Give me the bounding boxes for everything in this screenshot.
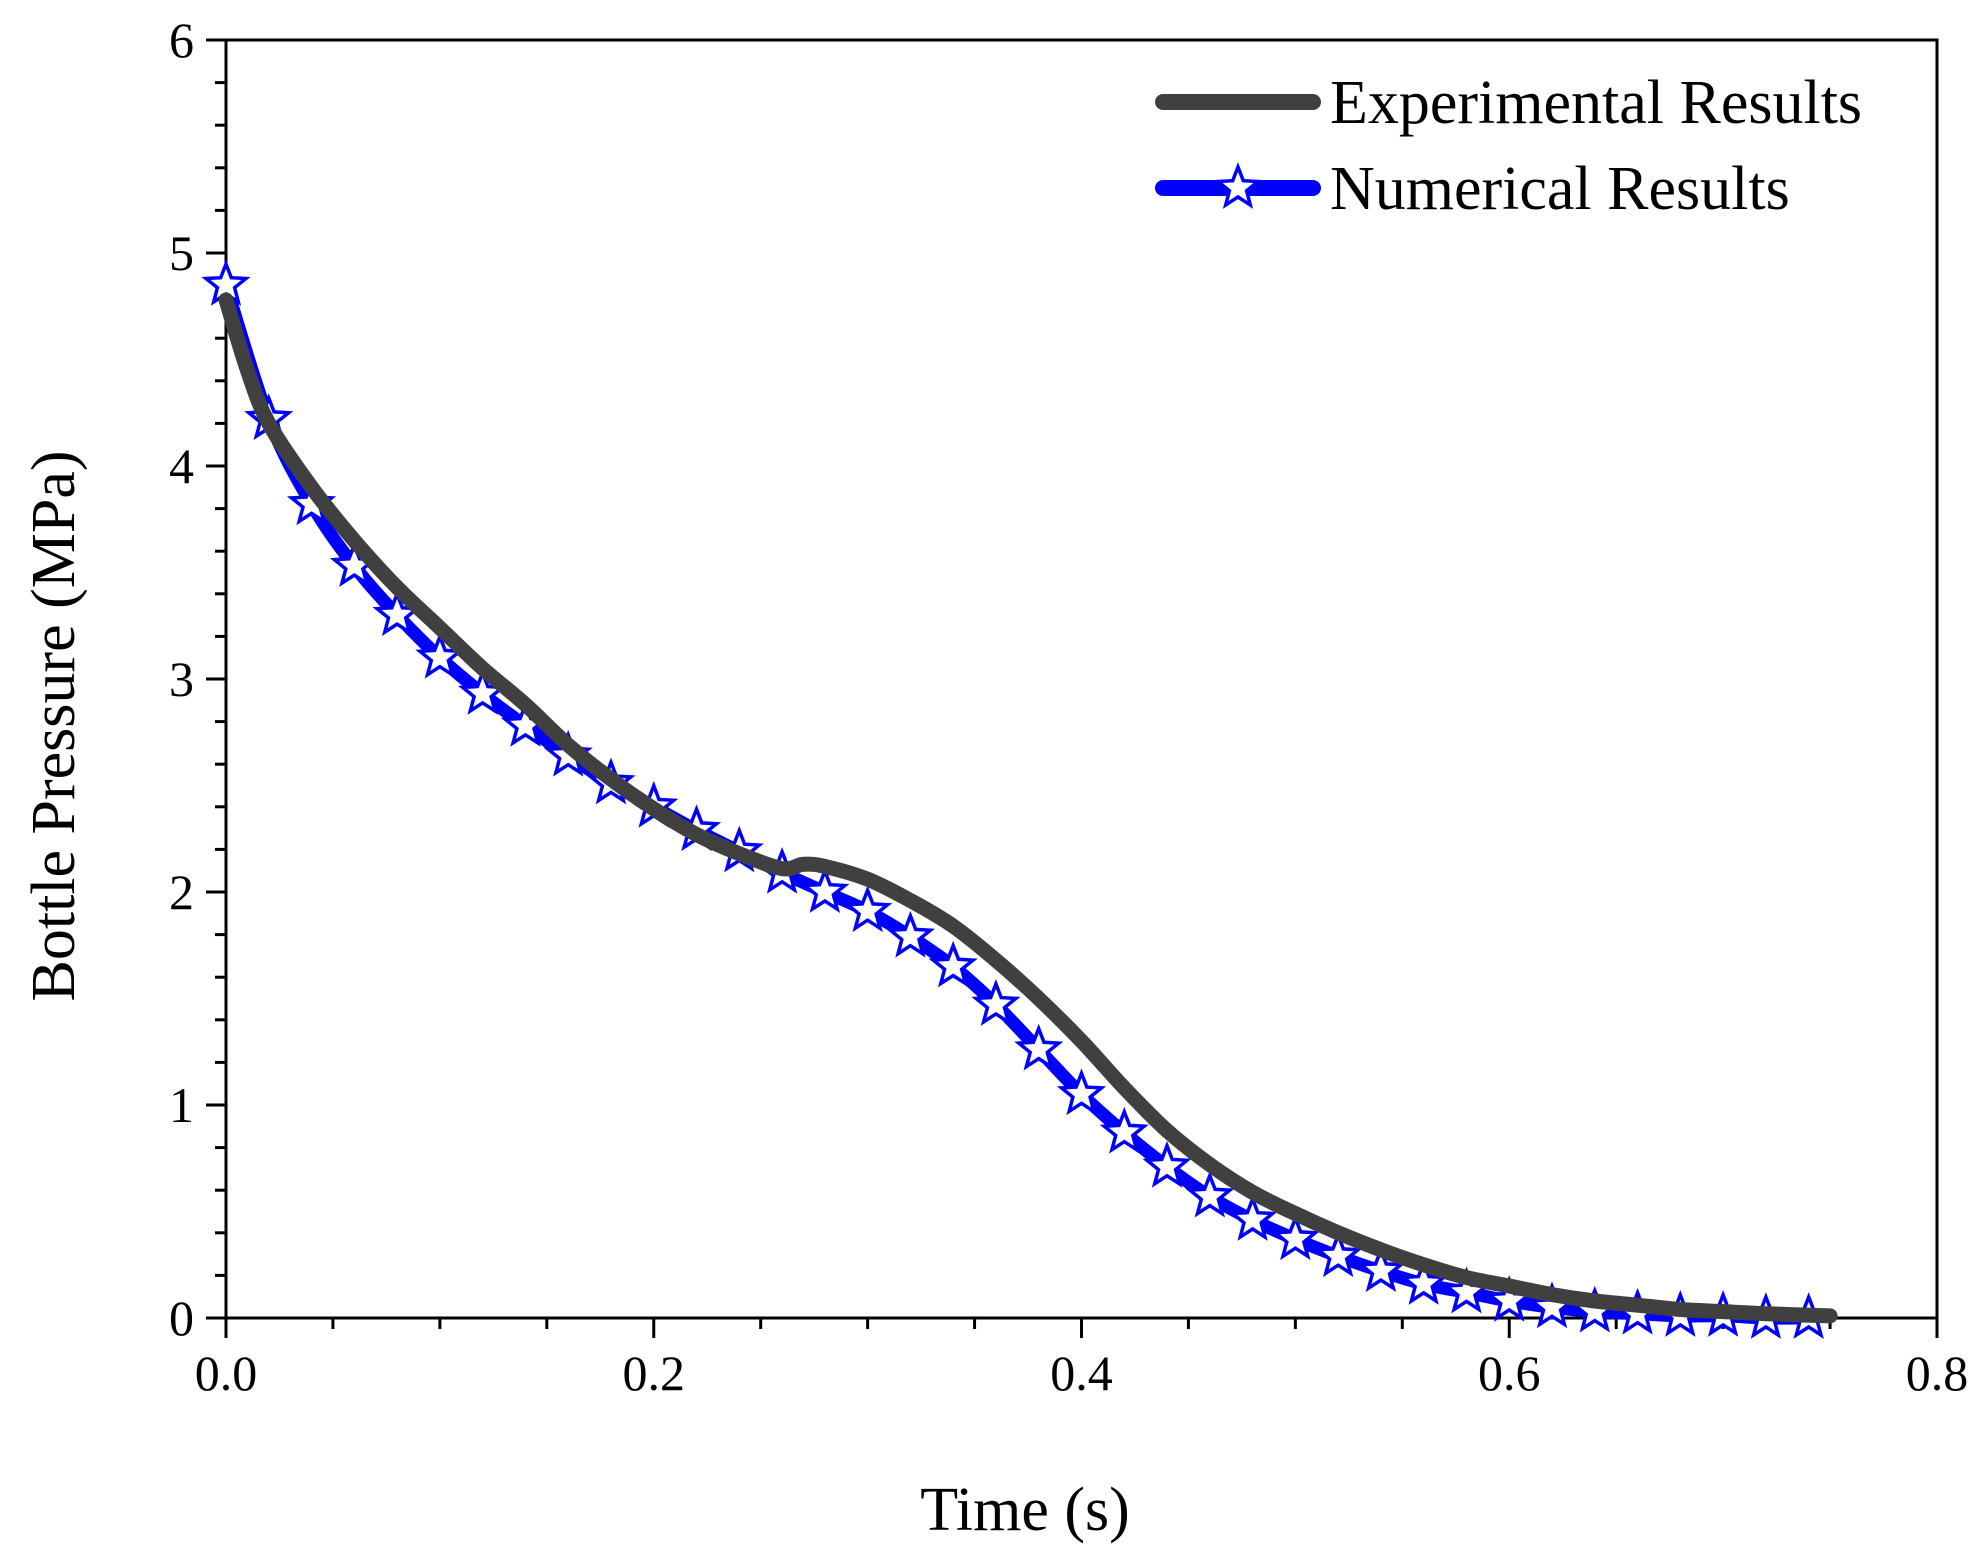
- x-tick-label: 0.2: [623, 1345, 686, 1401]
- numerical-star-marker: [1142, 1140, 1192, 1188]
- numerical-star-marker: [1014, 1023, 1064, 1071]
- numerical-star-marker: [843, 885, 893, 933]
- x-tick-label: 0.6: [1478, 1345, 1541, 1401]
- numerical-star-marker: [1099, 1106, 1149, 1154]
- experimental-series-line: [218, 292, 1838, 1324]
- numerical-star-marker: [1056, 1068, 1107, 1116]
- legend: Experimental Results Numerical Results: [1155, 69, 1862, 223]
- y-tick-label: 6: [169, 12, 194, 68]
- numerical-star-marker: [928, 940, 978, 988]
- y-tick-label: 1: [169, 1077, 194, 1133]
- numerical-star-marker: [1356, 1245, 1406, 1293]
- numerical-star-marker: [1185, 1170, 1235, 1218]
- legend-numerical-label: Numerical Results: [1330, 155, 1790, 223]
- numerical-series-line: [219, 278, 1816, 1325]
- y-tick-label: 4: [169, 438, 194, 494]
- legend-star-marker: [1213, 162, 1263, 209]
- numerical-star-marker: [885, 910, 936, 958]
- legend-experimental-label: Experimental Results: [1330, 69, 1862, 137]
- y-tick-label: 0: [169, 1290, 194, 1346]
- y-tick-label: 2: [169, 864, 194, 920]
- x-tick-label: 0.4: [1050, 1345, 1113, 1401]
- y-tick-label: 5: [169, 225, 194, 281]
- axes: 0.0 0.2 0.4 0.6 0.8 0 1 2 3 4 5 6: [169, 12, 1968, 1401]
- y-axis-title: Bottle Pressure (MPa): [20, 450, 88, 1001]
- numerical-star-marker: [1313, 1230, 1363, 1278]
- numerical-star-marker: [800, 866, 850, 913]
- numerical-star-marker: [1227, 1194, 1278, 1241]
- x-tick-label: 0.8: [1906, 1345, 1969, 1401]
- x-tick-label: 0.0: [195, 1345, 258, 1401]
- numerical-star-marker: [1270, 1213, 1320, 1261]
- numerical-star-marker: [971, 979, 1021, 1026]
- y-tick-label: 3: [169, 651, 194, 707]
- series-layer: [201, 259, 1838, 1339]
- x-axis-title: Time (s): [920, 1476, 1130, 1544]
